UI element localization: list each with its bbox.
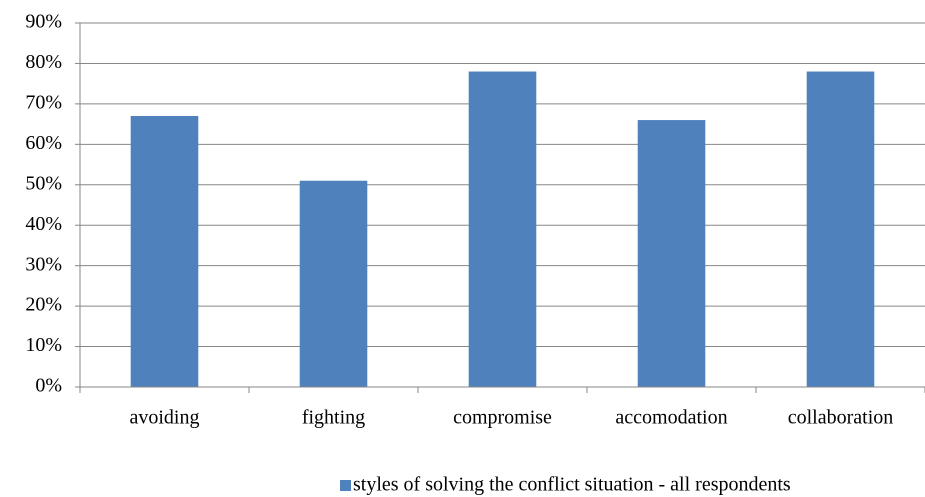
x-tick-label: accomodation: [615, 407, 727, 429]
x-tick-label: fighting: [302, 407, 365, 429]
bar: [806, 71, 875, 388]
x-tick-label: collaboration: [788, 407, 894, 429]
legend-label: styles of solving the conflict situation…: [353, 474, 791, 496]
y-tick-label: 80%: [25, 51, 62, 73]
x-tick-label: avoiding: [130, 407, 200, 429]
bar: [299, 180, 368, 387]
y-tick-label: 50%: [25, 172, 62, 194]
y-tick-label: 30%: [25, 253, 62, 275]
legend: styles of solving the conflict situation…: [340, 474, 791, 496]
x-tick-label: compromise: [453, 407, 552, 429]
bar: [637, 120, 706, 388]
bar: [468, 71, 537, 388]
y-tick-label: 40%: [25, 213, 62, 235]
y-tick-label: 60%: [25, 132, 62, 154]
y-tick-label: 70%: [25, 91, 62, 113]
y-tick-label: 20%: [25, 294, 62, 316]
legend-swatch: [340, 480, 351, 491]
bar: [130, 116, 199, 388]
y-tick-label: 10%: [25, 334, 62, 356]
y-tick-label: 90%: [25, 11, 62, 33]
y-tick-label: 0%: [35, 375, 62, 397]
